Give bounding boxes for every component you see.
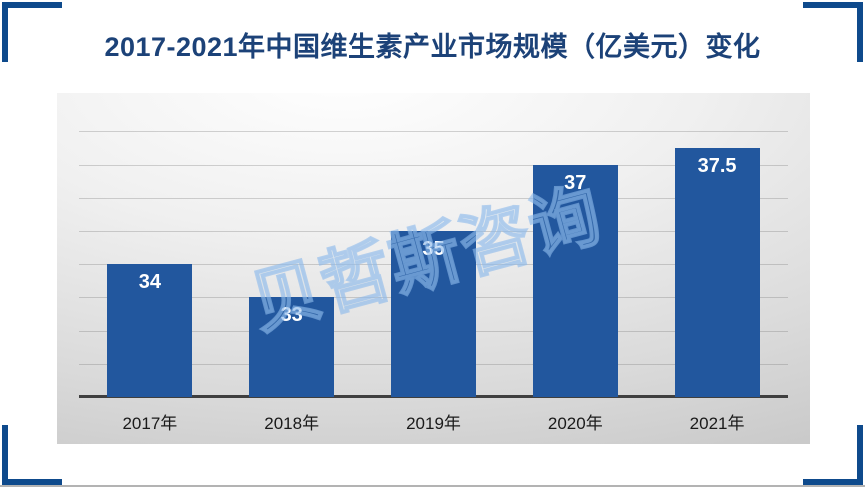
x-axis-tick-label: 2021年: [689, 414, 745, 433]
x-axis-tick-label: 2019年: [406, 414, 461, 433]
bottom-divider: [0, 485, 865, 487]
gridline: [79, 131, 788, 133]
corner-bracket-bottom-right-icon: [803, 425, 863, 485]
bar-2021年: 37.5: [674, 148, 760, 397]
bar-2020年: 37: [532, 164, 618, 397]
bar-value-label: 33: [280, 304, 303, 327]
bar-2019年: 35: [391, 231, 476, 397]
gridline: [79, 164, 788, 166]
corner-bracket-top-right-icon: [803, 2, 863, 62]
bar-value-label: 35: [422, 238, 445, 260]
bar-value-label: 37.5: [697, 155, 737, 177]
bar-2018年: 33: [249, 297, 335, 397]
bar-value-label: 37: [564, 171, 587, 194]
chart-title: 2017-2021年中国维生素产业市场规模（亿美元）变化: [104, 32, 761, 62]
bar-value-label: 34: [138, 271, 162, 294]
corner-bracket-bottom-left-icon: [2, 425, 62, 485]
bar-2017年: 34: [107, 264, 193, 397]
x-axis-tick-label: 2018年: [264, 414, 320, 433]
x-axis-tick-label: 2020年: [547, 414, 603, 433]
gridline: [79, 197, 788, 199]
x-axis-tick-label: 2017年: [122, 414, 178, 433]
corner-bracket-top-left-icon: [2, 2, 62, 62]
